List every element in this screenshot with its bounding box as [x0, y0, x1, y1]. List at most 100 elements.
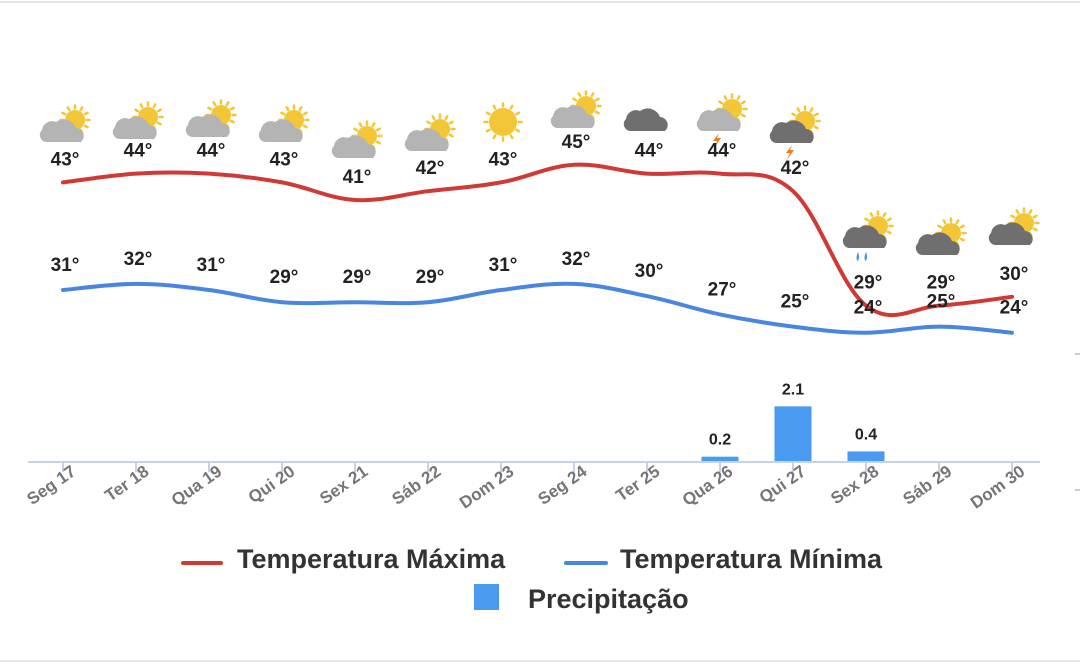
legend-item-max[interactable]: Temperatura Máxima [181, 544, 506, 574]
legend-precip-label: Precipitação [528, 584, 689, 614]
sun-ray [515, 128, 521, 133]
max-temp-label: 29° [927, 273, 956, 294]
max-temp-label: 29° [854, 273, 883, 294]
weather-icon-thunder-dark-partly-cloudy [769, 105, 821, 160]
sun-ray [156, 108, 162, 113]
sun-ray [813, 125, 819, 130]
lightning-icon [713, 133, 721, 148]
sun-ray [718, 100, 724, 105]
sun-ray [375, 127, 381, 132]
min-temp-label: 31° [489, 255, 518, 276]
weather-icon-partly-cloudy [550, 90, 602, 128]
sun-ray [492, 104, 497, 110]
sun-ray [1032, 227, 1038, 232]
sun-ray [886, 217, 892, 222]
sun-icon [483, 102, 523, 142]
sun-ray [207, 106, 213, 111]
weather-icon-rain-dark-partly-cloudy [842, 210, 894, 261]
lightning-icon [786, 145, 794, 160]
legend-precip-swatch [474, 584, 499, 610]
min-temp-label: 29° [270, 267, 299, 288]
cloud-icon [696, 108, 741, 131]
sun-ray [485, 111, 491, 116]
sun-ray [375, 140, 381, 145]
sun-disc [489, 108, 517, 136]
weather-icon-partly-cloudy [331, 120, 383, 158]
sun-ray [225, 101, 230, 107]
precip-value-label: 2.1 [782, 381, 804, 398]
weather-icons [39, 90, 1040, 261]
max-temp-label: 43° [51, 149, 80, 170]
cloud-icon [915, 232, 960, 255]
sun-ray [959, 237, 965, 242]
sun-ray [426, 120, 432, 125]
sun-ray [723, 95, 728, 101]
sun-ray [66, 106, 71, 112]
min-temp-label: 31° [197, 255, 226, 276]
max-temp-label: 43° [270, 149, 299, 170]
sun-ray [942, 219, 947, 225]
weather-icon-partly-cloudy [404, 113, 456, 151]
min-temp-label: 29° [343, 267, 372, 288]
sun-ray [809, 107, 814, 113]
max-temp-label: 42° [781, 158, 810, 179]
weather-icon-dark-partly-cloudy [915, 217, 967, 255]
weather-icon-partly-cloudy [39, 104, 91, 142]
cloud-icon [258, 119, 303, 142]
sun-ray [353, 127, 359, 132]
sun-ray [448, 120, 454, 125]
sun-ray [152, 103, 157, 109]
data-labels: 0.2 2.1 0.4 43° 44° 44° 43° 41° 42° 43° 45° 44° 44° 4… [51, 132, 1029, 449]
weather-icon-thunder-partly-cloudy [696, 93, 748, 148]
sun-ray [937, 224, 943, 229]
sun-ray [1032, 214, 1038, 219]
sun-ray [61, 111, 67, 116]
temperature-lines [61, 162, 1014, 335]
sun-ray [79, 106, 84, 112]
min-temp-label: 32° [562, 249, 591, 270]
raindrop-icon [856, 252, 859, 261]
cloud-icon [550, 105, 595, 128]
weather-icon-cloudy-dark [623, 108, 668, 131]
sun-ray [594, 97, 600, 102]
precip-bar[interactable] [774, 406, 812, 462]
max-temp-label: 41° [343, 167, 372, 188]
sun-ray [83, 111, 89, 116]
max-temp-label: 44° [635, 141, 664, 162]
precip-value-label: 0.4 [855, 426, 877, 443]
weather-icon-partly-cloudy [112, 101, 164, 139]
sun-ray [302, 111, 308, 116]
weather-icon-dark-partly-cloudy [988, 207, 1040, 245]
cloud-icon [842, 225, 887, 248]
sun-ray [448, 133, 454, 138]
sun-ray [594, 110, 600, 115]
precip-bar[interactable] [847, 451, 885, 462]
max-temp-label: 45° [562, 132, 591, 153]
cloud-icon [623, 108, 668, 131]
max-temp-line [61, 162, 1014, 317]
cloud-icon [769, 120, 814, 143]
sun-ray [590, 92, 595, 98]
sun-ray [280, 111, 286, 116]
weather-icon-partly-cloudy [258, 104, 310, 142]
sun-rays [483, 102, 523, 142]
legend-item-precip[interactable]: Precipitação [474, 584, 689, 614]
sun-ray [212, 101, 217, 107]
legend: Temperatura Máxima Temperatura Mínima Pr… [181, 544, 883, 614]
cloud-icon [331, 135, 376, 158]
sun-ray [882, 212, 887, 218]
sun-ray [285, 106, 290, 112]
legend-item-min[interactable]: Temperatura Mínima [564, 544, 883, 574]
sun-ray [740, 100, 746, 105]
sun-ray [358, 122, 363, 128]
raindrop-icon [864, 252, 867, 261]
weather-icon-partly-cloudy [185, 99, 237, 137]
min-temp-label: 29° [416, 267, 445, 288]
precip-bar[interactable] [701, 456, 739, 462]
sun-ray [515, 111, 521, 116]
sun-ray [431, 115, 436, 121]
sun-ray [813, 112, 819, 117]
min-temp-label: 27° [708, 279, 737, 300]
